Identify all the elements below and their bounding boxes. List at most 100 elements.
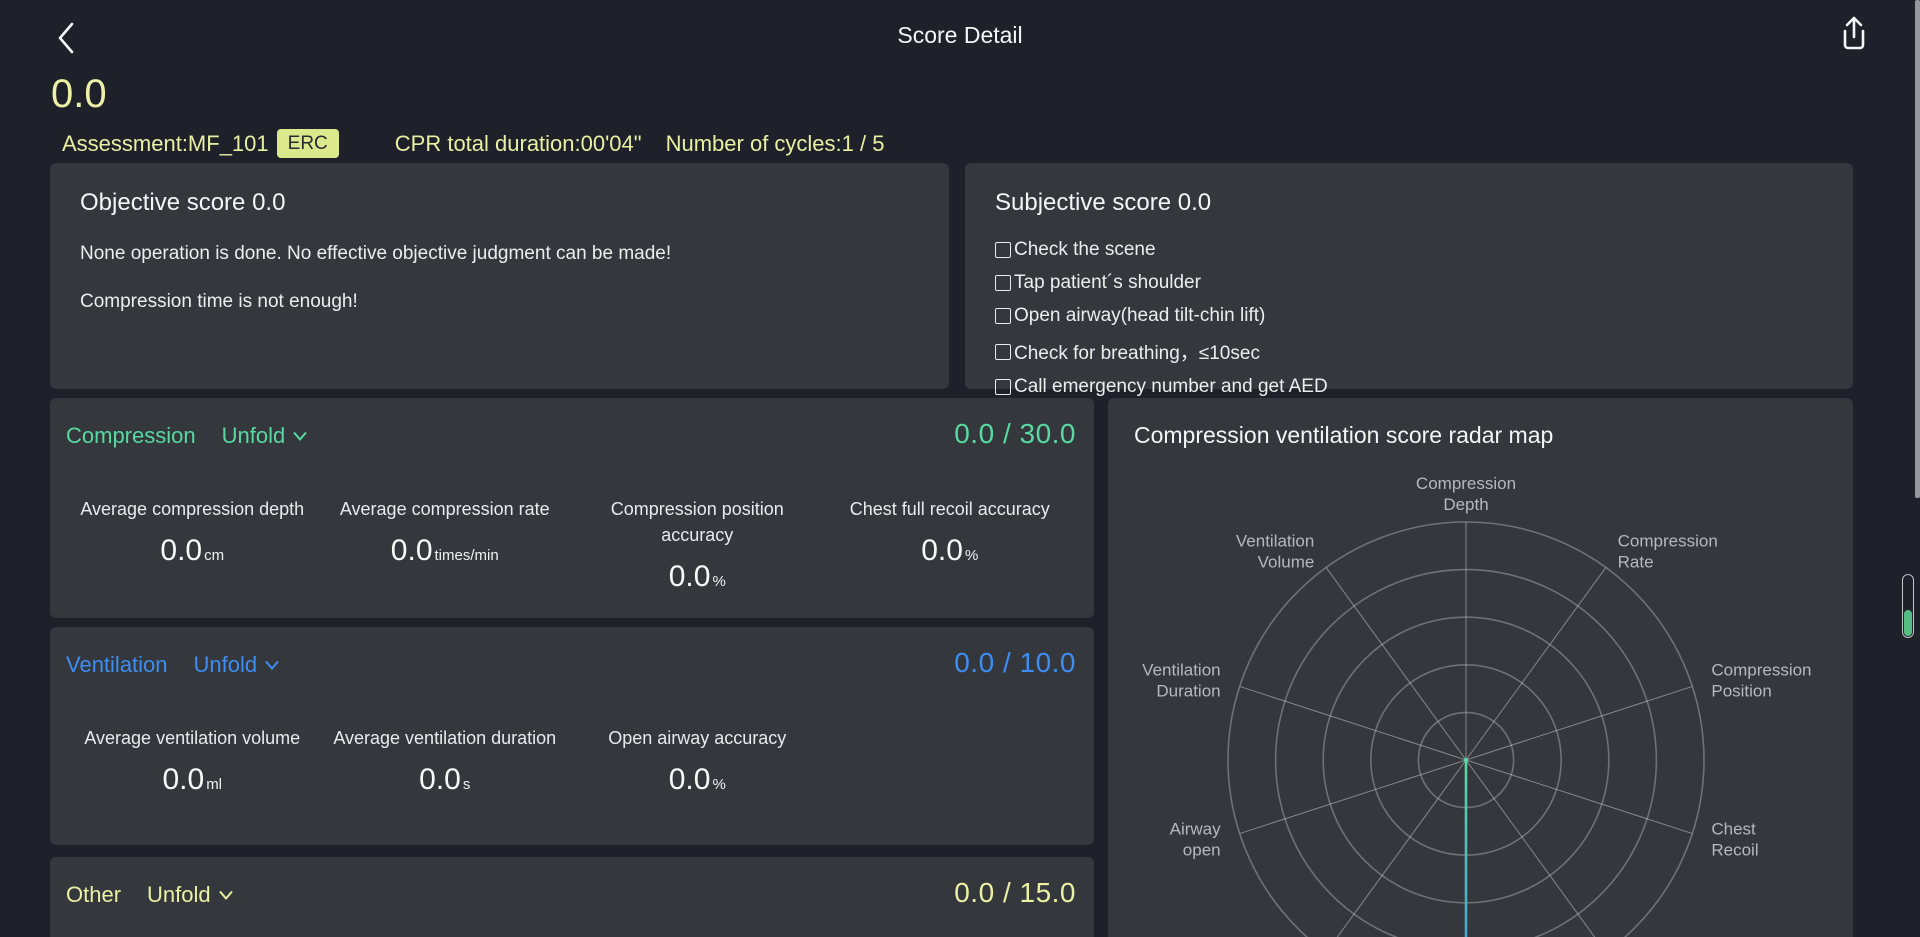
compression-score: 0.0 / 30.0 xyxy=(954,418,1076,449)
radar-axis-label: Compression Rate xyxy=(1618,531,1718,571)
metric-label: Open airway accuracy xyxy=(608,728,787,748)
page-scrollbar-thumb[interactable] xyxy=(1915,0,1920,498)
metric-avg-ventilation-volume: Average ventilation volume 0.0 ml xyxy=(66,725,319,797)
subjective-score-panel: Subjective score 0.0 Check the scene Tap… xyxy=(965,163,1853,397)
radar-axis-label: Airway open xyxy=(1170,820,1222,860)
metric-value: 0.0% xyxy=(668,763,726,797)
chevron-down-icon xyxy=(293,431,307,442)
metric-value: 0.0 times/min xyxy=(390,534,499,568)
compression-section-title: Compression xyxy=(66,423,196,448)
checkbox-open-airway[interactable] xyxy=(995,308,1011,324)
radar-spoke xyxy=(1336,759,1467,937)
checklist-item: Open airway(head tilt-chin lift) xyxy=(995,305,1823,327)
metric-label: Average compression depth xyxy=(80,499,305,519)
radar-spoke xyxy=(1239,685,1467,761)
checklist-item: Check for breathing，≤10sec xyxy=(995,338,1823,365)
objective-message: Compression time is not enough! xyxy=(80,291,358,312)
checklist-item: Call emergency number and get AED xyxy=(995,376,1823,398)
objective-message: None operation is done. No effective obj… xyxy=(80,243,672,264)
metric-open-airway-accuracy: Open airway accuracy 0.0% xyxy=(571,725,824,797)
radar-axis-label: Compression Position xyxy=(1711,660,1811,700)
metric-unit: cm xyxy=(204,547,225,565)
page-title: Score Detail xyxy=(897,22,1023,48)
radar-spoke xyxy=(1465,685,1693,761)
checklist-item: Check the scene xyxy=(995,239,1823,261)
metric-label: Average ventilation duration xyxy=(333,728,557,748)
metric-label: Chest full recoil accuracy xyxy=(849,499,1050,519)
metric-label: Compression position accuracy xyxy=(610,499,784,546)
cpr-duration-label: CPR total duration:00'04" xyxy=(394,130,642,156)
ventilation-panel: Ventilation Unfold 0.0 / 10.0 Average ve… xyxy=(50,627,1094,845)
metric-avg-ventilation-duration: Average ventilation duration 0.0 s xyxy=(319,725,572,797)
radar-spoke xyxy=(1465,759,1693,835)
metric-compression-position-accuracy: Compression position accuracy 0.0% xyxy=(571,496,824,594)
checklist-item-label: Check the scene xyxy=(1014,239,1156,260)
checklist-item-label: Tap patient´s shoulder xyxy=(1014,272,1201,293)
unfold-label: Unfold xyxy=(147,882,211,907)
share-button[interactable] xyxy=(1834,14,1874,56)
metric-unit: % xyxy=(712,573,726,591)
back-button[interactable] xyxy=(50,18,86,58)
checklist-item-label: Check for breathing，≤10sec xyxy=(1014,343,1260,364)
checkbox-call-emergency[interactable] xyxy=(995,379,1011,395)
level-gauge[interactable] xyxy=(1902,574,1914,638)
metric-unit: s xyxy=(462,776,471,794)
metric-avg-compression-depth: Average compression depth 0.0 cm xyxy=(66,496,319,594)
metric-value: 0.0 s xyxy=(419,763,471,797)
radar-panel-title: Compression ventilation score radar map xyxy=(1134,422,1554,448)
radar-panel: Compression ventilation score radar map … xyxy=(1108,398,1853,937)
total-score: 0.0 xyxy=(51,72,107,116)
other-panel: Other Unfold 0.0 / 15.0 xyxy=(50,857,1094,937)
checklist-item-label: Call emergency number and get AED xyxy=(1014,376,1328,397)
radar-spoke xyxy=(1465,759,1596,937)
chevron-down-icon xyxy=(218,890,233,901)
checklist-item: Tap patient´s shoulder xyxy=(995,272,1823,294)
radar-axis-label: Compression Depth xyxy=(1416,474,1516,514)
objective-panel-title: Objective score 0.0 xyxy=(80,189,286,216)
checkbox-check-the-scene[interactable] xyxy=(995,242,1011,258)
metric-label: Average compression rate xyxy=(339,499,550,519)
metric-value: 0.0 cm xyxy=(160,534,225,568)
radar-axis-label: Ventilation Volume xyxy=(1236,531,1314,571)
metric-unit: ml xyxy=(206,776,223,794)
radar-score-point xyxy=(1463,757,1469,763)
compression-unfold-button[interactable]: Unfold xyxy=(222,423,309,449)
metric-empty xyxy=(824,725,1077,797)
share-icon xyxy=(1843,16,1865,50)
metric-value: 0.0% xyxy=(921,534,979,568)
standard-badge: ERC xyxy=(276,129,339,158)
other-unfold-button[interactable]: Unfold xyxy=(147,882,234,908)
metric-unit: % xyxy=(712,776,726,794)
other-score: 0.0 / 15.0 xyxy=(954,877,1076,908)
unfold-label: Unfold xyxy=(221,423,286,448)
ventilation-unfold-button[interactable]: Unfold xyxy=(194,652,281,678)
radar-spoke xyxy=(1239,759,1467,835)
checklist-item-label: Open airway(head tilt-chin lift) xyxy=(1014,305,1266,326)
assessment-meta-row: Assessment:MF_101 ERC CPR total duration… xyxy=(62,129,884,158)
checkbox-check-breathing[interactable] xyxy=(995,343,1011,360)
metric-chest-full-recoil-accuracy: Chest full recoil accuracy 0.0% xyxy=(824,496,1077,594)
compression-panel: Compression Unfold 0.0 / 30.0 Average co… xyxy=(50,398,1094,618)
radar-spoke xyxy=(1465,567,1607,761)
metric-avg-compression-rate: Average compression rate 0.0 times/min xyxy=(319,496,572,594)
objective-score-panel: Objective score 0.0 None operation is do… xyxy=(50,163,949,389)
cycles-label: Number of cycles:1 / 5 xyxy=(665,130,885,156)
back-chevron-icon xyxy=(58,22,74,54)
radar-axis-label: Chest Recoil xyxy=(1711,820,1758,860)
checkbox-tap-shoulder[interactable] xyxy=(995,275,1011,291)
assessment-label: Assessment:MF_101 xyxy=(62,130,269,156)
ventilation-section-title: Ventilation xyxy=(66,652,168,677)
metric-unit: % xyxy=(964,547,979,565)
metric-label: Average ventilation volume xyxy=(84,728,301,748)
level-gauge-fill xyxy=(1904,610,1912,636)
ventilation-score: 0.0 / 10.0 xyxy=(954,647,1076,678)
metric-value: 0.0% xyxy=(668,560,726,594)
radar-spoke xyxy=(1325,567,1467,761)
chevron-down-icon xyxy=(265,660,279,671)
subjective-panel-title: Subjective score 0.0 xyxy=(995,189,1212,216)
radar-chart: Compression Depth Compression Rate Compressi… xyxy=(1142,474,1812,937)
unfold-label: Unfold xyxy=(193,652,258,677)
subjective-checklist: Check the scene Tap patient´s shoulder O… xyxy=(995,239,1823,398)
other-section-title: Other xyxy=(66,882,122,907)
